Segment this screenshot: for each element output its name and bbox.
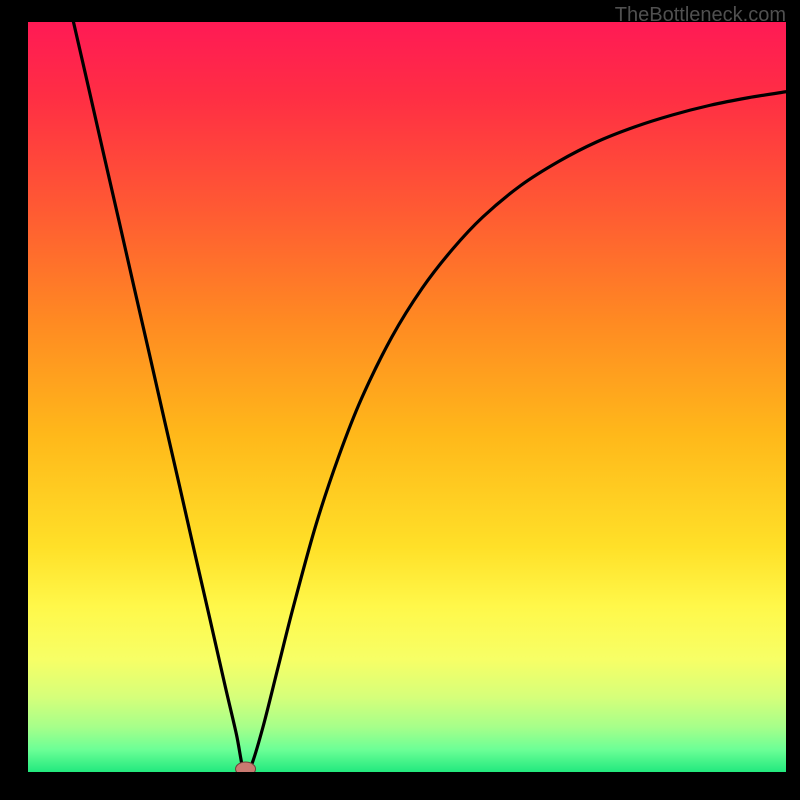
plot-area — [28, 22, 786, 772]
gradient-background — [28, 22, 786, 772]
chart-frame: TheBottleneck.com — [0, 0, 800, 800]
